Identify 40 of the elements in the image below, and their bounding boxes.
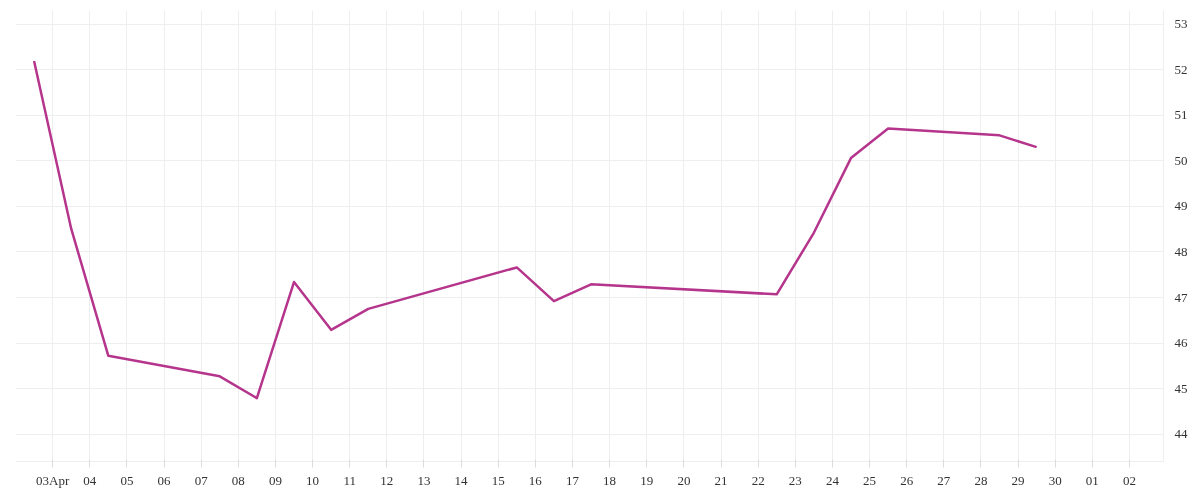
x-tick-label: 14 <box>454 472 469 488</box>
x-tick-label: 15 <box>491 472 505 488</box>
x-tick-label: 12 <box>380 472 394 488</box>
x-tick-label: 06 <box>157 472 172 488</box>
x-tick-label: 03Apr <box>36 472 70 488</box>
x-tick-label: 23 <box>788 472 802 488</box>
y-tick-label: 52 <box>1174 61 1188 77</box>
y-tick-label: 44 <box>1174 426 1188 442</box>
y-tick-label: 47 <box>1174 289 1188 305</box>
y-tick-label: 53 <box>1174 16 1188 32</box>
y-tick-label: 49 <box>1174 198 1188 214</box>
x-tick-label: 25 <box>863 472 877 488</box>
x-tick-label: 18 <box>603 472 617 488</box>
x-tick-label: 07 <box>194 472 209 488</box>
y-tick-label: 46 <box>1174 335 1188 351</box>
x-tick-label: 11 <box>343 472 356 488</box>
x-tick-label: 21 <box>714 472 728 488</box>
x-tick-label: 08 <box>231 472 245 488</box>
y-tick-label: 48 <box>1174 243 1188 259</box>
x-tick-label: 24 <box>825 472 840 488</box>
y-tick-label: 50 <box>1174 152 1188 168</box>
x-tick-label: 17 <box>565 472 580 488</box>
x-tick-label: 19 <box>640 472 654 488</box>
x-tick-label: 20 <box>677 472 691 488</box>
x-tick-label: 13 <box>417 472 431 488</box>
y-tick-label: 45 <box>1174 380 1188 396</box>
x-tick-label: 26 <box>900 472 914 488</box>
x-tick-label: 05 <box>120 472 134 488</box>
x-tick-label: 01 <box>1085 472 1099 488</box>
x-tick-label: 30 <box>1048 472 1062 488</box>
x-tick-label: 28 <box>974 472 988 488</box>
x-tick-label: 29 <box>1011 472 1025 488</box>
x-tick-label: 10 <box>306 472 320 488</box>
x-tick-label: 27 <box>937 472 951 488</box>
y-tick-label: 51 <box>1174 107 1188 123</box>
x-tick-label: 04 <box>83 472 97 488</box>
x-tick-label: 09 <box>268 472 282 488</box>
x-tick-label: 22 <box>751 472 765 488</box>
x-tick-label: 16 <box>528 472 543 488</box>
x-tick-label: 02 <box>1122 472 1136 488</box>
